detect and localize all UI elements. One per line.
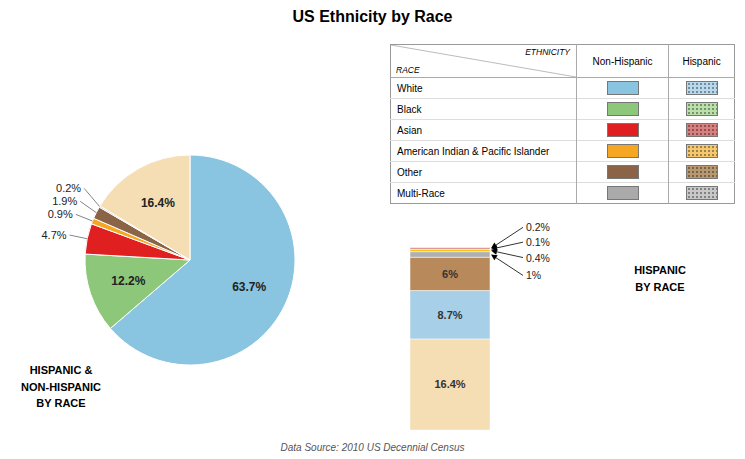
html-text:Multi-Race: Multi-Race xyxy=(397,187,445,199)
svg-text:0.2%: 0.2% xyxy=(56,182,81,194)
html-text:US Ethnicity by Race: US Ethnicity by Race xyxy=(292,8,453,25)
svg-text:63.7%: 63.7% xyxy=(232,280,266,294)
svg-text:1%: 1% xyxy=(526,269,541,281)
svg-text:0.9%: 0.9% xyxy=(48,208,73,220)
svg-text:6%: 6% xyxy=(442,268,458,280)
html-text:Asian: Asian xyxy=(397,124,422,136)
svg-text:1.9%: 1.9% xyxy=(52,195,77,207)
svg-text:0.4%: 0.4% xyxy=(526,252,550,264)
html-text:HISPANIC BY RACE: HISPANIC BY RACE xyxy=(634,264,686,293)
svg-text:12.2%: 12.2% xyxy=(111,274,145,288)
html-text:White: White xyxy=(397,82,423,94)
html-text:Black: Black xyxy=(397,103,422,115)
html-text:Hispanic: Hispanic xyxy=(682,55,721,67)
html-text:Other: Other xyxy=(397,166,422,178)
svg-text:0.1%: 0.1% xyxy=(526,236,550,248)
svg-text:16.4%: 16.4% xyxy=(141,196,175,210)
html-text:RACE: RACE xyxy=(396,65,420,75)
svg-text:8.7%: 8.7% xyxy=(437,309,462,321)
svg-text:4.7%: 4.7% xyxy=(41,229,66,241)
svg-text:0.2%: 0.2% xyxy=(526,221,550,233)
html-text:Non-Hispanic: Non-Hispanic xyxy=(592,55,653,67)
html-text:Data Source: 2010 US Decennial: Data Source: 2010 US Decennial Census xyxy=(280,442,465,453)
svg-text:16.4%: 16.4% xyxy=(434,378,465,390)
html-text:American Indian & Pacific Isla: American Indian & Pacific Islander xyxy=(397,145,550,157)
html-text:ETHNICITY: ETHNICITY xyxy=(525,47,570,57)
html-text:HISPANIC & NON-HISPANIC BY RAC: HISPANIC & NON-HISPANIC BY RACE xyxy=(21,364,101,409)
